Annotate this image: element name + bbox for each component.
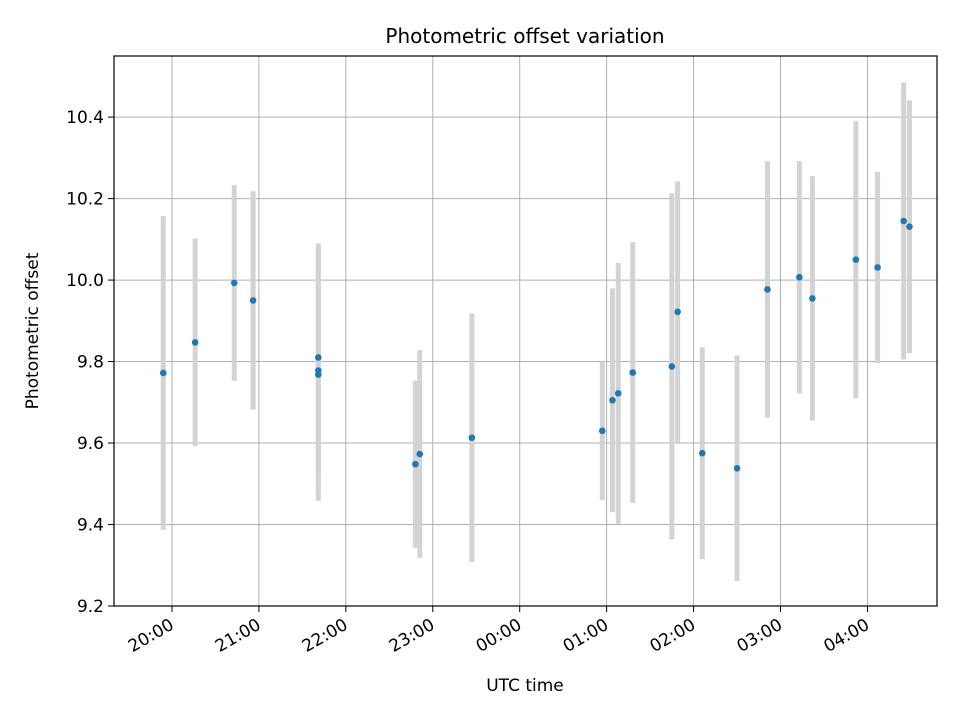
- error-bars: [160, 82, 912, 582]
- x-tick-label: 22:00: [299, 615, 351, 657]
- data-point: [249, 297, 257, 304]
- data-point: [598, 427, 606, 435]
- x-tick-label: 23:00: [386, 615, 438, 657]
- x-axis: 20:00 21:00 22:00 23:00 00:00 01:00 02:00 03:00…: [125, 606, 873, 657]
- data-point: [809, 295, 816, 302]
- x-tick-label: 20:00: [125, 615, 177, 657]
- y-tick-label: 10.0: [66, 271, 104, 291]
- data-point: [796, 273, 803, 281]
- x-axis-label: UTC time: [486, 676, 564, 696]
- y-axis-label: Photometric offset: [23, 252, 43, 409]
- x-tick-label: 00:00: [473, 615, 525, 657]
- data-point: [668, 363, 676, 370]
- y-tick-label: 9.2: [77, 597, 104, 617]
- data-point: [852, 256, 860, 264]
- data-point: [733, 464, 741, 472]
- x-tick-label: 02:00: [647, 615, 699, 657]
- data-point: [416, 450, 424, 458]
- data-point: [900, 217, 907, 225]
- y-tick-label: 9.4: [77, 516, 104, 536]
- data-point: [674, 308, 681, 316]
- data-point: [315, 371, 322, 378]
- data-point: [874, 264, 881, 271]
- y-tick-label: 9.8: [77, 353, 104, 373]
- data-point: [230, 279, 238, 287]
- data-points: [159, 217, 913, 472]
- data-point: [698, 449, 706, 457]
- data-point: [764, 286, 771, 293]
- y-tick-label: 10.2: [66, 190, 104, 210]
- data-point: [906, 223, 913, 231]
- data-point: [609, 396, 616, 404]
- data-point: [191, 339, 199, 346]
- y-tick-label: 9.6: [77, 434, 104, 454]
- plot-frame: [113, 55, 938, 607]
- y-axis: 9.2 9.4 9.6 9.8 10.0 10.2 10.4: [66, 108, 114, 617]
- chart-title: Photometric offset variation: [385, 24, 664, 48]
- x-tick-label: 04:00: [821, 615, 873, 657]
- data-point: [629, 369, 637, 376]
- x-tick-label: 03:00: [734, 615, 786, 657]
- data-point: [468, 434, 476, 442]
- data-point: [412, 460, 419, 468]
- data-point: [159, 369, 167, 377]
- x-tick-label: 01:00: [560, 615, 612, 657]
- x-tick-label: 21:00: [212, 615, 264, 657]
- y-tick-label: 10.4: [66, 108, 104, 128]
- data-point: [614, 390, 622, 397]
- data-point: [315, 354, 322, 361]
